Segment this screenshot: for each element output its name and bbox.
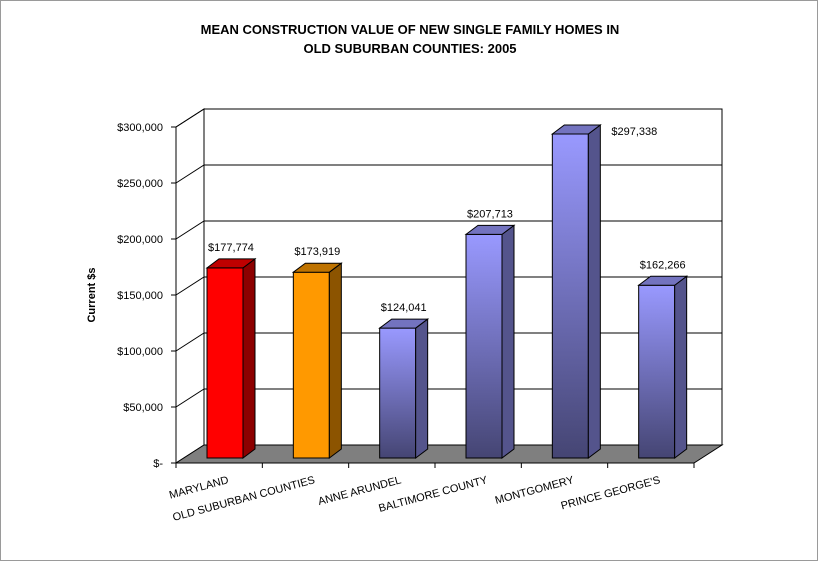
bar-value-label: $162,266 bbox=[640, 259, 686, 271]
bar-value-label: $177,774 bbox=[208, 242, 254, 254]
x-tick-label: MARYLAND bbox=[168, 474, 230, 501]
bar-side bbox=[501, 224, 515, 459]
bar-side bbox=[674, 275, 688, 459]
chart-title-line2: OLD SUBURBAN COUNTIES: 2005 bbox=[303, 41, 517, 56]
bar-front bbox=[379, 327, 417, 459]
bar-side bbox=[242, 257, 256, 459]
bar-side bbox=[328, 262, 342, 459]
y-tick-label: $150,000 bbox=[117, 290, 163, 302]
y-tick-label: $100,000 bbox=[117, 346, 163, 358]
y-axis-label: Current $s bbox=[86, 267, 98, 322]
bar-3 bbox=[378, 318, 430, 459]
bar-front bbox=[465, 233, 503, 459]
y-tick-label: $300,000 bbox=[117, 122, 163, 134]
bar-top bbox=[637, 275, 689, 286]
bar-top bbox=[205, 258, 257, 269]
bar-front bbox=[638, 284, 676, 459]
x-tick-label: OLD SUBURBAN COUNTIES bbox=[171, 474, 316, 524]
y-tick-label: $- bbox=[153, 458, 163, 470]
bar-top bbox=[550, 124, 602, 135]
bar-1 bbox=[205, 257, 257, 459]
bar-side bbox=[415, 318, 429, 459]
bar-value-label: $173,919 bbox=[294, 246, 340, 258]
bar-6 bbox=[637, 275, 689, 459]
y-tick-label: $200,000 bbox=[117, 234, 163, 246]
gridline bbox=[175, 332, 722, 352]
chart-title-line1: MEAN CONSTRUCTION VALUE OF NEW SINGLE FA… bbox=[200, 22, 620, 37]
bar-front bbox=[551, 133, 589, 459]
bar-top bbox=[378, 318, 430, 329]
bar-value-label: $297,338 bbox=[611, 126, 657, 138]
gridline bbox=[175, 108, 722, 128]
bar-value-label: $124,041 bbox=[381, 302, 427, 314]
bar-value-label: $207,713 bbox=[467, 208, 513, 220]
bar-front bbox=[206, 267, 244, 459]
bar-top bbox=[464, 224, 516, 235]
bar-2 bbox=[291, 262, 343, 459]
gridline bbox=[175, 220, 722, 240]
x-tick-label: PRINCE GEORGE'S bbox=[560, 474, 662, 512]
y-tick-label: $250,000 bbox=[117, 178, 163, 190]
bar-4 bbox=[464, 224, 516, 459]
bar-side bbox=[587, 123, 601, 459]
y-tick-label: $50,000 bbox=[123, 402, 163, 414]
bar-top bbox=[291, 262, 343, 273]
gridline bbox=[175, 276, 722, 296]
bar-front bbox=[292, 271, 330, 459]
bar-5 bbox=[550, 123, 602, 459]
gridline bbox=[175, 164, 722, 184]
gridline bbox=[175, 388, 722, 408]
